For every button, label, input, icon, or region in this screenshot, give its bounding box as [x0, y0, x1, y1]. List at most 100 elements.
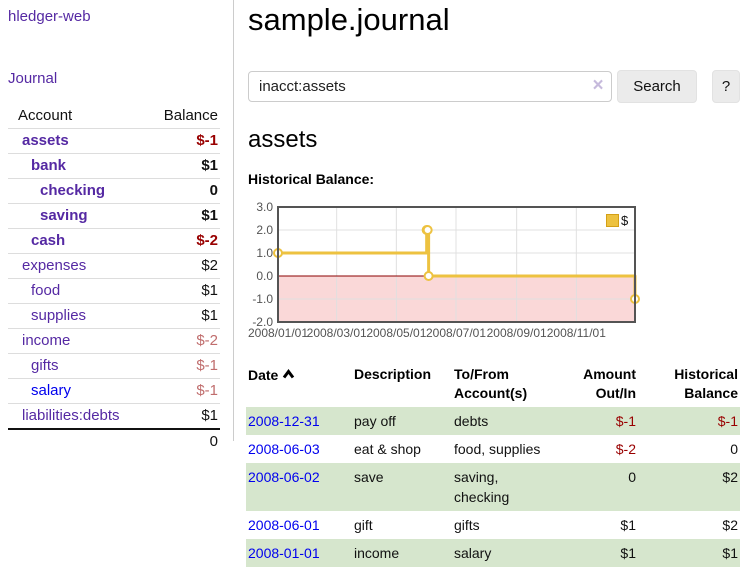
register-row[interactable]: 2008-01-01 income salary $1 $1 — [246, 539, 740, 567]
transaction-description: income — [346, 539, 446, 567]
account-link-food[interactable]: food — [31, 282, 61, 299]
y-tick-label: -1.0 — [252, 292, 273, 306]
date-column-header[interactable]: Date — [246, 363, 346, 407]
account-balance: $1 — [141, 303, 220, 329]
amount-column-header[interactable]: Amount Out/In — [583, 366, 636, 401]
page-title: sample.journal — [248, 2, 450, 37]
register-row[interactable]: 2008-06-03 eat & shop food, supplies $-2… — [246, 435, 740, 463]
account-row-expenses: expenses $2 — [8, 253, 220, 279]
account-row-food: food $1 — [8, 278, 220, 304]
account-balance: $-1 — [141, 378, 220, 404]
register-row[interactable]: 2008-06-01 gift gifts $1 $2 — [246, 511, 740, 539]
transaction-balance: 0 — [730, 441, 738, 457]
transaction-accounts: debts — [446, 407, 550, 435]
account-row-assets: assets $-1 — [8, 128, 220, 154]
account-balance: $1 — [141, 203, 220, 229]
transaction-description: eat & shop — [354, 441, 421, 457]
chart-heading: Historical Balance: — [248, 171, 375, 187]
account-link-expenses[interactable]: expenses — [22, 257, 87, 274]
balance-column-header-register[interactable]: Historical Balance — [674, 366, 738, 401]
y-tick-label: 1.0 — [256, 246, 273, 260]
account-total-row: 0 — [8, 428, 220, 454]
transaction-amount: 0 — [550, 463, 638, 511]
accounts-column-header[interactable]: To/From Account(s) — [454, 366, 528, 401]
account-link-saving[interactable]: saving — [40, 207, 88, 224]
transaction-date-link[interactable]: 2008-12-31 — [248, 413, 320, 429]
x-tick-label: 2008/03/01 — [306, 326, 367, 340]
account-balance: $1 — [141, 403, 220, 429]
transaction-amount: $-1 — [550, 407, 638, 435]
chart-canvas — [273, 206, 640, 323]
total-balance: 0 — [141, 428, 220, 454]
register-row[interactable]: 2008-12-31 pay off debts $-1 $-1 — [246, 407, 740, 435]
account-row-checking: checking 0 — [8, 178, 220, 204]
transaction-balance: $-1 — [638, 407, 740, 435]
chart-border — [277, 206, 636, 323]
account-link-checking[interactable]: checking — [40, 182, 106, 199]
y-tick-label: 0.0 — [256, 269, 273, 283]
y-tick-label: 3.0 — [256, 200, 273, 214]
account-balance: $1 — [141, 153, 220, 179]
account-row-supplies: supplies $1 — [8, 303, 220, 329]
account-balance-table: Account Balance assets $-1 bank $1 check… — [8, 104, 220, 454]
account-link-salary[interactable]: salary — [31, 382, 72, 399]
account-row-saving: saving $1 — [8, 203, 220, 229]
chart-legend: $ — [606, 213, 628, 228]
description-column-header[interactable]: Description — [354, 366, 432, 382]
account-row-bank: bank $1 — [8, 153, 220, 179]
transaction-description: gift — [354, 517, 373, 533]
account-balance: $2 — [141, 253, 220, 279]
balance-column-header: Balance — [163, 107, 218, 124]
transaction-accounts: food, supplies — [454, 441, 541, 457]
x-tick-label: 2008/11/01 — [546, 326, 606, 340]
account-balance: $-1 — [141, 128, 220, 154]
date-header-label: Date — [248, 367, 279, 383]
transaction-balance: $1 — [638, 539, 740, 567]
account-balance: 0 — [141, 178, 220, 204]
account-balance: $-1 — [141, 353, 220, 379]
register-header-row: Date Description To/From Account(s) Amou… — [246, 363, 740, 407]
transaction-balance: $2 — [638, 463, 740, 511]
account-link-gifts[interactable]: gifts — [31, 357, 59, 374]
account-link-assets[interactable]: assets — [22, 132, 69, 149]
sidebar-divider — [233, 0, 234, 441]
account-row-income: income $-2 — [8, 328, 220, 354]
account-link-liabilities-debts[interactable]: liabilities:debts — [22, 407, 120, 424]
account-column-header: Account — [18, 107, 73, 124]
y-tick-label: -2.0 — [252, 315, 273, 329]
legend-swatch-icon — [606, 214, 619, 227]
x-tick-label: 2008/01/01 — [247, 326, 309, 340]
transaction-date-link[interactable]: 2008-06-02 — [248, 469, 320, 485]
account-row-cash: cash $-2 — [8, 228, 220, 254]
help-button[interactable]: ? — [712, 70, 740, 103]
transaction-amount: $-2 — [615, 441, 636, 457]
account-link-supplies[interactable]: supplies — [31, 307, 87, 324]
x-tick-label: 2008/05/01 — [366, 326, 427, 340]
account-link-cash[interactable]: cash — [31, 232, 66, 249]
transaction-date-link[interactable]: 2008-06-01 — [248, 517, 320, 533]
sidebar-item-journal[interactable]: Journal — [8, 70, 58, 87]
clear-search-icon[interactable]: × — [592, 75, 604, 96]
account-table-header: Account Balance — [8, 104, 220, 129]
account-link-income[interactable]: income — [22, 332, 71, 349]
search-input[interactable] — [248, 71, 612, 102]
sort-ascending-icon — [282, 365, 295, 384]
search-button[interactable]: Search — [617, 70, 697, 103]
account-link-bank[interactable]: bank — [31, 157, 67, 174]
transaction-accounts: saving, checking — [446, 463, 550, 511]
transaction-accounts: gifts — [454, 517, 480, 533]
transaction-date-link[interactable]: 2008-01-01 — [248, 545, 320, 561]
register-table: Date Description To/From Account(s) Amou… — [246, 363, 740, 567]
register-row[interactable]: 2008-06-02 save saving, checking 0 $2 — [246, 463, 740, 511]
transaction-accounts: salary — [446, 539, 550, 567]
account-heading: assets — [248, 126, 318, 153]
app-title-link[interactable]: hledger-web — [8, 8, 91, 25]
x-tick-label: 2008/09/01 — [486, 326, 547, 340]
y-tick-label: 2.0 — [256, 223, 273, 237]
account-balance: $1 — [141, 278, 220, 304]
account-balance: $-2 — [141, 228, 220, 254]
transaction-description: save — [346, 463, 446, 511]
account-balance: $-2 — [141, 328, 220, 354]
x-tick-label: 2008/07/01 — [425, 326, 487, 340]
transaction-date-link[interactable]: 2008-06-03 — [248, 441, 320, 457]
